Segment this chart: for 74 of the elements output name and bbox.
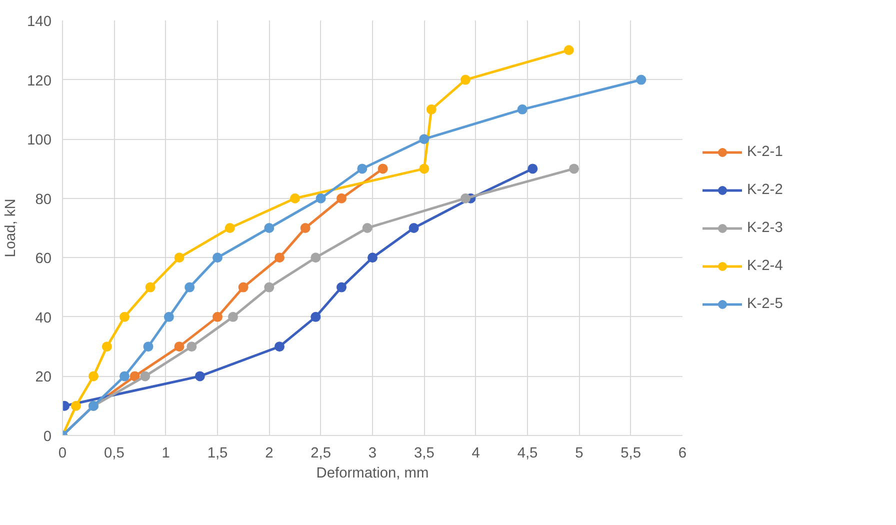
point <box>460 193 470 204</box>
y-tick-label: 60 <box>35 251 52 268</box>
point <box>300 223 310 233</box>
x-tick-label: 5,5 <box>620 446 642 462</box>
point <box>184 282 195 292</box>
point <box>310 312 321 322</box>
y-tick-label: 40 <box>35 310 52 326</box>
point <box>274 252 284 263</box>
legend-label: K-2-2 <box>747 182 783 198</box>
point <box>143 342 154 352</box>
point <box>145 282 156 292</box>
point <box>419 164 430 174</box>
point <box>224 223 235 233</box>
point <box>264 282 274 292</box>
point <box>378 164 388 174</box>
point <box>368 252 378 263</box>
point <box>316 193 326 204</box>
x-tick-label: 3 <box>368 446 377 462</box>
point <box>408 223 419 233</box>
point <box>120 371 130 382</box>
point <box>336 282 346 292</box>
y-tick-label: 120 <box>27 73 52 90</box>
point <box>564 45 574 56</box>
legend-label: K-2-1 <box>747 144 783 160</box>
x-tick-label: 2,5 <box>310 446 332 462</box>
point <box>70 400 81 411</box>
point <box>419 134 430 144</box>
point <box>426 104 436 114</box>
point <box>310 252 321 263</box>
x-tick-label: 4 <box>472 446 480 462</box>
x-tick-label: 3,5 <box>414 446 434 462</box>
x-tick-label: 0 <box>58 446 67 462</box>
x-tick-label: 0,5 <box>104 446 124 462</box>
point <box>636 74 646 85</box>
point <box>120 312 130 322</box>
point <box>264 223 274 233</box>
point <box>194 371 205 382</box>
legend-label: K-2-4 <box>747 258 783 274</box>
point <box>102 342 112 352</box>
point <box>212 312 222 322</box>
x-tick-label: 6 <box>678 446 687 462</box>
point <box>212 252 222 263</box>
point <box>569 164 579 174</box>
point <box>362 223 372 233</box>
point <box>238 282 248 292</box>
y-tick-label: 0 <box>43 429 52 445</box>
point <box>517 104 528 114</box>
y-tick-label: 20 <box>35 370 52 386</box>
x-tick-label: 2 <box>265 446 274 462</box>
x-tick-label: 4,5 <box>517 446 538 462</box>
y-axis-title: Load, kN <box>3 198 20 258</box>
point <box>228 312 238 322</box>
point <box>290 193 300 204</box>
y-tick-label: 140 <box>27 14 52 30</box>
point <box>174 342 184 352</box>
x-tick-label: 1,5 <box>207 446 228 462</box>
point <box>460 74 470 85</box>
point <box>88 371 98 382</box>
x-tick-label: 1 <box>162 446 170 462</box>
point <box>528 164 538 174</box>
legend-label: K-2-3 <box>747 220 783 236</box>
point <box>274 342 284 352</box>
x-axis-title: Deformation, mm <box>316 466 429 482</box>
y-tick-label: 100 <box>27 132 52 149</box>
legend-label: K-2-5 <box>747 296 783 312</box>
point <box>357 164 368 174</box>
y-tick-label: 80 <box>35 192 52 208</box>
point <box>130 371 140 382</box>
point <box>336 193 346 204</box>
point <box>174 252 184 263</box>
point <box>140 371 150 382</box>
point <box>164 312 174 322</box>
point <box>186 342 197 352</box>
x-tick-label: 5 <box>575 446 584 462</box>
